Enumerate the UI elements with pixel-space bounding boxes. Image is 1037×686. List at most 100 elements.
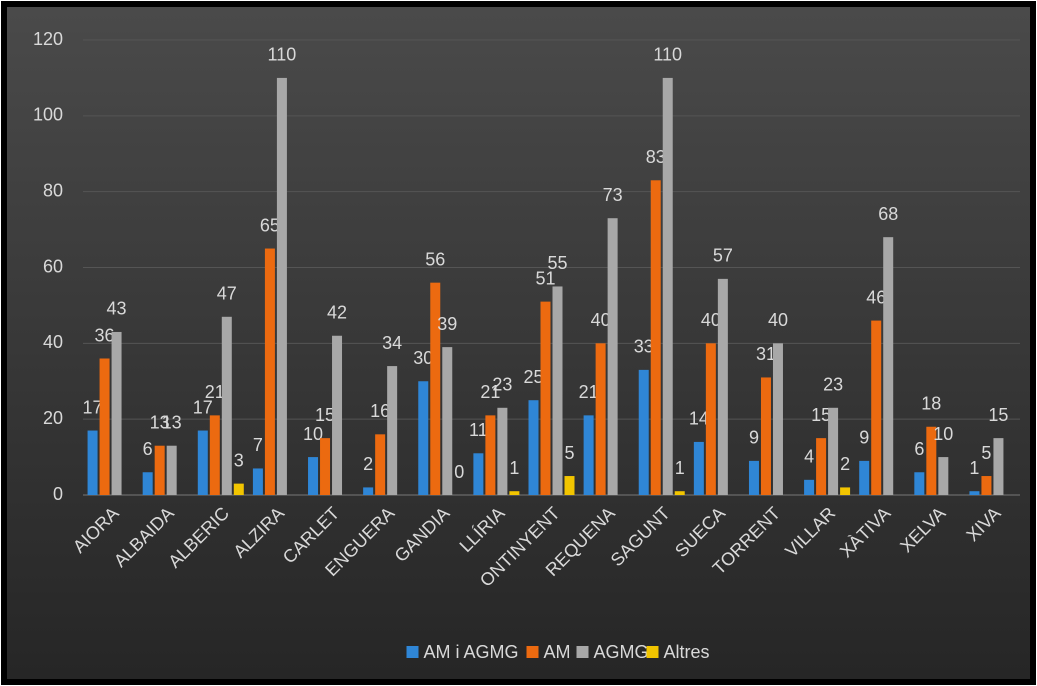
bar	[264, 248, 275, 495]
data-label: 15	[988, 405, 1008, 425]
bar	[993, 438, 1004, 495]
bar	[650, 180, 661, 495]
data-label: 57	[713, 246, 733, 266]
y-tick-label: 100	[33, 105, 63, 125]
data-label: 65	[260, 215, 280, 235]
data-label: 15	[315, 405, 335, 425]
data-label: 13	[150, 412, 170, 432]
bar	[595, 343, 606, 495]
y-tick-label: 80	[43, 180, 63, 200]
bar	[363, 487, 374, 495]
bar	[87, 430, 98, 495]
bar	[828, 407, 839, 495]
bar	[938, 457, 949, 495]
bar	[840, 487, 851, 495]
data-label: 39	[437, 314, 457, 334]
data-label: 83	[646, 147, 666, 167]
data-label: 110	[653, 45, 682, 65]
data-label: 5	[564, 443, 574, 463]
data-label: 43	[107, 299, 127, 319]
data-label: 4	[804, 447, 814, 467]
bar	[485, 415, 496, 495]
bar	[375, 434, 386, 495]
bar	[981, 476, 992, 495]
data-label: 40	[701, 310, 721, 330]
bar	[308, 457, 319, 495]
y-tick-label: 40	[43, 332, 63, 352]
data-label: 73	[603, 185, 623, 205]
data-label: 21	[205, 382, 225, 402]
bar	[473, 453, 484, 495]
y-tick-label: 0	[53, 484, 63, 504]
data-label: 36	[95, 325, 115, 345]
data-label: 0	[454, 462, 464, 482]
legend-swatch	[576, 646, 589, 658]
data-label: 11	[469, 420, 488, 440]
data-label: 30	[413, 348, 433, 368]
data-label: 2	[840, 454, 850, 474]
data-label: 10	[933, 424, 953, 444]
data-label: 110	[268, 45, 297, 65]
data-label: 25	[523, 367, 543, 387]
bar	[804, 479, 815, 495]
legend-swatch	[406, 646, 419, 658]
data-label: 1	[675, 458, 685, 478]
bar	[540, 301, 551, 495]
bar	[760, 377, 771, 495]
data-label: 9	[859, 428, 869, 448]
legend-swatch	[646, 646, 659, 658]
bar	[705, 343, 716, 495]
bar	[430, 282, 441, 495]
legend-label: AM i AGMG	[424, 642, 519, 662]
data-label: 51	[535, 268, 555, 288]
bar	[717, 278, 728, 495]
data-label: 5	[981, 443, 991, 463]
bar	[142, 472, 153, 495]
bar	[969, 491, 980, 495]
bar	[662, 77, 673, 496]
data-label: 68	[878, 204, 898, 224]
bar	[197, 430, 208, 495]
bar	[926, 426, 937, 495]
data-label: 33	[634, 337, 654, 357]
data-label: 16	[370, 401, 390, 421]
data-label: 13	[162, 412, 182, 432]
data-label: 21	[579, 382, 599, 402]
data-label: 6	[143, 439, 153, 459]
bar	[387, 366, 398, 495]
bar	[607, 218, 618, 496]
legend-swatch	[526, 646, 539, 658]
data-label: 10	[303, 424, 323, 444]
bar	[276, 77, 287, 496]
data-label: 34	[382, 333, 402, 353]
y-tick-label: 120	[33, 29, 63, 49]
data-label: 56	[425, 249, 445, 269]
bar	[154, 445, 165, 495]
data-label: 42	[327, 303, 347, 323]
bar	[552, 286, 563, 495]
bar	[638, 369, 649, 495]
legend-label: AGMG	[594, 642, 649, 662]
bar	[442, 347, 453, 495]
bar	[99, 358, 110, 495]
data-label: 31	[756, 344, 776, 364]
data-label: 6	[914, 439, 924, 459]
bar	[252, 468, 263, 495]
bar	[871, 320, 882, 495]
bar	[772, 343, 783, 495]
data-label: 23	[823, 375, 843, 395]
bar	[320, 438, 331, 495]
bar	[221, 316, 232, 495]
data-label: 1	[509, 458, 519, 478]
data-label: 40	[768, 310, 788, 330]
bar	[509, 491, 520, 495]
bar	[859, 460, 870, 495]
bar	[111, 331, 122, 495]
legend-label: Altres	[664, 642, 710, 662]
y-tick-label: 60	[43, 256, 63, 276]
bar	[674, 491, 685, 495]
data-label: 46	[866, 287, 886, 307]
data-label: 21	[480, 382, 500, 402]
data-label: 9	[749, 428, 759, 448]
legend-label: AM	[544, 642, 571, 662]
